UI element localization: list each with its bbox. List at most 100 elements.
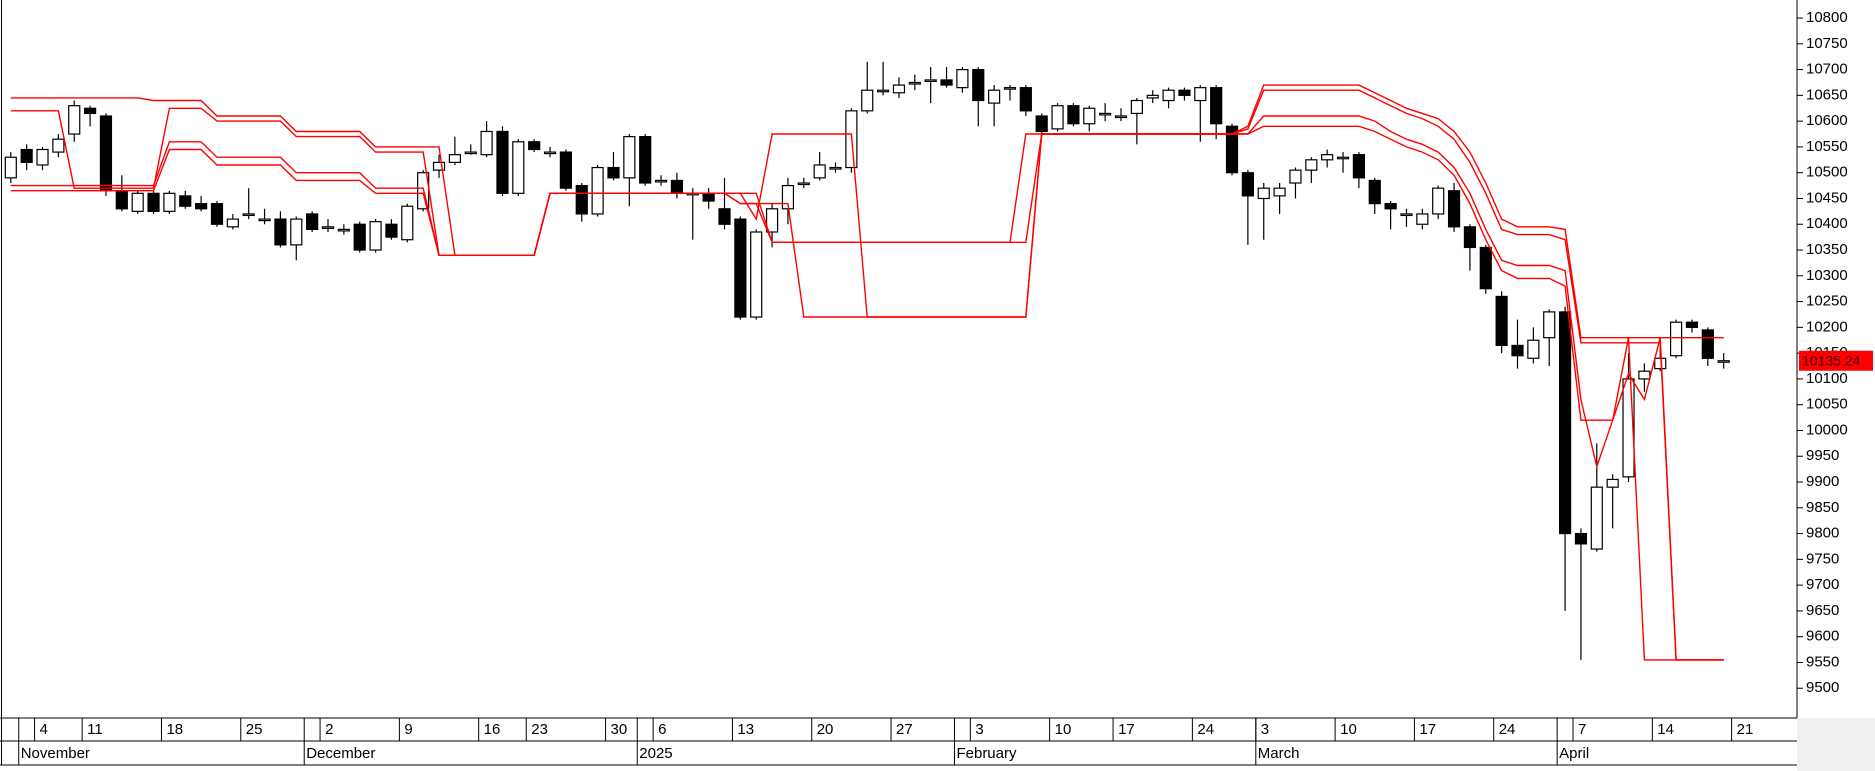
- candle-body: [1003, 87, 1017, 90]
- x-tick-label: 3: [975, 721, 983, 738]
- candle-body: [559, 151, 573, 189]
- y-tick-label: 10550: [1806, 138, 1848, 155]
- candle-body: [988, 89, 1001, 104]
- month-label: 2025: [639, 745, 672, 762]
- candle-body: [20, 148, 33, 163]
- y-tick-label: 10600: [1806, 112, 1848, 129]
- x-tick-label: 10: [1055, 721, 1072, 738]
- candle-body: [1590, 486, 1603, 550]
- candle-body: [432, 161, 446, 171]
- candle-body: [99, 115, 113, 192]
- candle-body: [940, 79, 953, 86]
- candle-body: [607, 166, 620, 179]
- candle-body: [956, 68, 969, 89]
- candle-body: [1225, 125, 1239, 174]
- candle-body: [1622, 378, 1635, 478]
- candle-body: [226, 218, 239, 228]
- candle-body: [353, 223, 366, 251]
- candle-body: [385, 223, 398, 238]
- candle-body: [972, 68, 985, 102]
- candle-body: [702, 192, 715, 202]
- corner-panel: [1797, 718, 1875, 771]
- last-price-box: [1799, 350, 1873, 371]
- candle-body: [401, 205, 414, 241]
- candle-body: [829, 166, 842, 170]
- y-tick-label: 10000: [1806, 421, 1848, 438]
- candle-body: [496, 130, 509, 194]
- candle-body: [1368, 179, 1381, 205]
- x-tick-label: 10: [1340, 721, 1357, 738]
- candle-body: [52, 138, 65, 153]
- candle-body: [83, 107, 97, 115]
- candle-body: [306, 213, 319, 231]
- candle-body: [908, 81, 921, 85]
- candle-body: [1543, 311, 1556, 339]
- candle-body: [1241, 172, 1254, 197]
- x-tick-label: 27: [896, 721, 913, 738]
- candle-body: [1511, 344, 1524, 357]
- candle-body: [147, 192, 160, 212]
- candle-body: [813, 164, 826, 179]
- y-tick-label: 10250: [1806, 293, 1848, 310]
- month-label: November: [21, 745, 90, 762]
- x-tick-label: 30: [611, 721, 628, 738]
- month-label: February: [956, 745, 1017, 762]
- y-tick-label: 9550: [1806, 653, 1839, 670]
- candle-body: [1654, 357, 1667, 370]
- candle-body: [1352, 154, 1366, 179]
- y-tick-label: 9900: [1806, 473, 1839, 490]
- y-tick-label: 10350: [1806, 241, 1848, 258]
- y-tick-label: 10750: [1806, 35, 1848, 52]
- candle-body: [734, 218, 747, 318]
- y-tick-label: 9850: [1806, 499, 1839, 516]
- x-tick-label: 16: [484, 721, 501, 738]
- y-tick-label: 9750: [1806, 550, 1839, 567]
- indicator-line: [10, 115, 1724, 470]
- candle-body: [1162, 89, 1175, 102]
- x-tick-label: 24: [1499, 721, 1516, 738]
- y-tick-label: 10300: [1806, 267, 1848, 284]
- month-label: March: [1258, 745, 1300, 762]
- candle-body: [1463, 226, 1477, 249]
- candle-body: [1447, 190, 1461, 228]
- x-tick-label: 20: [817, 721, 834, 738]
- candle-body: [448, 154, 461, 163]
- candle-body: [179, 195, 192, 207]
- y-tick-label: 9800: [1806, 525, 1839, 542]
- candle-body: [1717, 360, 1730, 363]
- y-tick-label: 10500: [1806, 164, 1848, 181]
- candle-body: [1210, 87, 1223, 125]
- candle-body: [1114, 115, 1128, 119]
- candle-body: [1574, 532, 1588, 545]
- candle-body: [115, 190, 128, 210]
- candle-body: [623, 136, 636, 179]
- candle-body: [1527, 339, 1540, 359]
- candle-body: [512, 141, 525, 194]
- y-tick-label: 10650: [1806, 86, 1848, 103]
- x-tick-label: 23: [531, 721, 548, 738]
- y-tick-label: 9600: [1806, 628, 1839, 645]
- x-tick-label: 18: [166, 721, 183, 738]
- x-tick-label: 17: [1419, 721, 1436, 738]
- candle-body: [163, 192, 176, 212]
- x-tick-label: 9: [404, 721, 412, 738]
- candle-body: [1432, 187, 1445, 215]
- candle-body: [1479, 246, 1492, 290]
- candle-body: [242, 213, 255, 217]
- candle-body: [1194, 87, 1207, 102]
- candle-body: [1051, 105, 1064, 130]
- candle-body: [1558, 311, 1572, 535]
- x-tick-label: 3: [1261, 721, 1269, 738]
- y-tick-label: 10100: [1806, 370, 1848, 387]
- y-tick-label: 9500: [1806, 679, 1839, 696]
- candle-body: [321, 226, 335, 229]
- candle-body: [1669, 321, 1683, 357]
- y-tick-label: 10450: [1806, 189, 1848, 206]
- candle-body: [131, 192, 144, 212]
- candle-body: [718, 208, 731, 225]
- x-tick-label: 24: [1197, 721, 1214, 738]
- candle-body: [670, 179, 684, 194]
- candle-body: [1336, 156, 1350, 160]
- candle-body: [861, 89, 874, 112]
